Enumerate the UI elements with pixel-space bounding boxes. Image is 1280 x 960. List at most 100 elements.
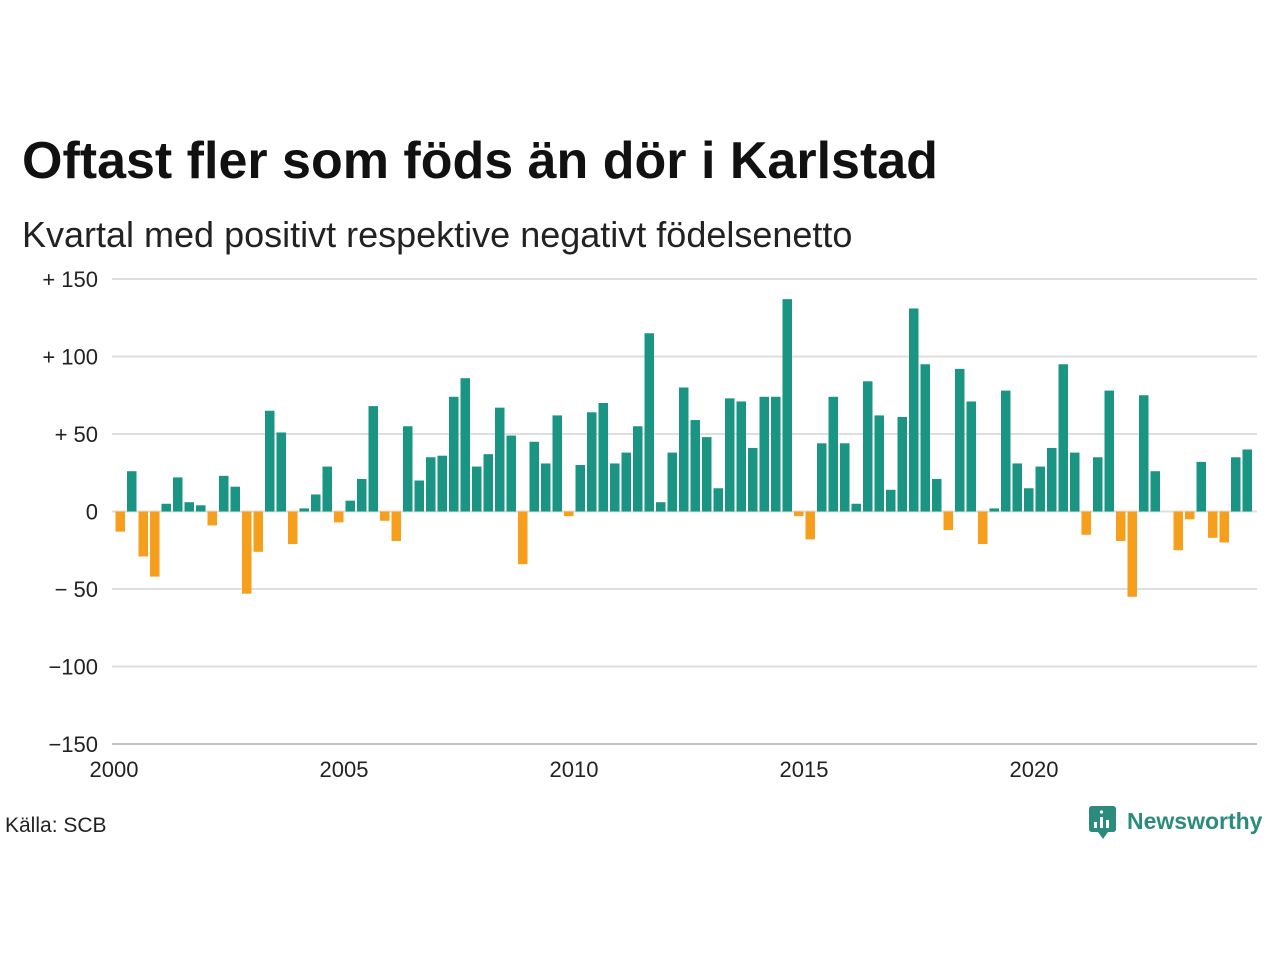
bar-2022Q3 xyxy=(1150,471,1160,512)
y-axis: + 150 + 100 + 50 0 − 50 −100 −150 xyxy=(42,267,98,757)
bar-2002Q1 xyxy=(207,511,217,526)
bar-2007Q3 xyxy=(460,378,470,512)
x-tick-label: 2020 xyxy=(1010,757,1059,782)
bar-2005Q3 xyxy=(368,406,378,512)
bar-2012Q3 xyxy=(690,420,700,512)
bar-2002Q4 xyxy=(242,511,252,594)
bar-2010Q2 xyxy=(587,412,597,512)
bar-2014Q2 xyxy=(771,396,781,512)
bar-2001Q1 xyxy=(161,503,171,512)
bar-2020Q2 xyxy=(1047,447,1057,512)
y-tick-label: − 50 xyxy=(55,577,98,602)
x-tick-label: 2010 xyxy=(550,757,599,782)
bar-2017Q4 xyxy=(932,478,942,512)
bar-2008Q4 xyxy=(518,511,528,565)
bar-2000Q3 xyxy=(138,511,148,557)
y-tick-label: + 150 xyxy=(42,267,98,292)
bar-2015Q4 xyxy=(840,443,850,512)
bar-2008Q2 xyxy=(495,407,505,512)
bar-2024Q3 xyxy=(1242,449,1252,512)
bar-2006Q1 xyxy=(391,511,401,541)
y-tick-label: + 100 xyxy=(42,345,98,370)
bar-2016Q3 xyxy=(874,415,884,512)
newsworthy-logo: Newsworthy xyxy=(1089,806,1263,839)
bar-2003Q1 xyxy=(253,511,263,552)
bar-2018Q2 xyxy=(955,368,965,512)
brand-name: Newsworthy xyxy=(1127,808,1263,834)
bar-2020Q4 xyxy=(1070,452,1080,512)
bar-2021Q1 xyxy=(1081,511,1091,535)
bars xyxy=(115,299,1252,597)
icon-dot xyxy=(1099,810,1104,814)
bar-2016Q2 xyxy=(863,381,873,512)
bar-2012Q2 xyxy=(679,387,689,512)
bar-2015Q3 xyxy=(828,396,838,512)
bar-2006Q4 xyxy=(426,457,436,512)
bar-2021Q3 xyxy=(1104,390,1114,512)
bar-2018Q4 xyxy=(978,511,988,545)
bar-2007Q2 xyxy=(449,396,459,512)
x-tick-label: 2005 xyxy=(320,757,369,782)
bar-2012Q1 xyxy=(667,452,677,512)
bar-2003Q4 xyxy=(288,511,298,545)
bar-2019Q2 xyxy=(1001,390,1011,512)
bar-2006Q3 xyxy=(414,480,424,512)
icon-bar xyxy=(1100,817,1103,828)
bar-2022Q2 xyxy=(1139,395,1149,512)
bar-2001Q4 xyxy=(196,505,206,512)
bar-2013Q2 xyxy=(725,398,735,512)
bar-2023Q2 xyxy=(1185,511,1195,520)
bar-2019Q4 xyxy=(1024,488,1034,512)
bar-2018Q1 xyxy=(943,511,953,531)
bar-2022Q1 xyxy=(1127,511,1137,597)
bar-2009Q2 xyxy=(541,463,551,512)
bar-2004Q4 xyxy=(334,511,344,523)
bar-2005Q2 xyxy=(357,478,367,512)
bar-2009Q1 xyxy=(529,441,539,512)
bar-2009Q3 xyxy=(552,415,562,512)
bar-2003Q2 xyxy=(265,410,275,512)
bar-2005Q4 xyxy=(380,511,390,521)
bar-2016Q4 xyxy=(886,489,896,512)
y-tick-label: −150 xyxy=(48,732,98,757)
x-tick-label: 2015 xyxy=(780,757,829,782)
bar-2019Q1 xyxy=(989,508,999,512)
bar-2005Q1 xyxy=(345,500,355,512)
bar-2015Q2 xyxy=(817,443,827,512)
bar-2016Q1 xyxy=(851,503,861,512)
bar-2024Q1 xyxy=(1219,511,1229,543)
bar-2013Q4 xyxy=(748,447,758,512)
icon-bar xyxy=(1094,822,1097,828)
bar-2021Q2 xyxy=(1093,457,1103,512)
bar-2004Q2 xyxy=(311,494,321,512)
bar-2011Q2 xyxy=(633,426,643,512)
bar-2011Q4 xyxy=(656,502,666,512)
bar-2011Q3 xyxy=(644,333,654,512)
bar-2017Q1 xyxy=(897,416,907,512)
bar-2011Q1 xyxy=(621,452,631,512)
bar-2018Q3 xyxy=(966,401,976,512)
source-note: Källa: SCB xyxy=(5,814,107,837)
chart-subtitle: Kvartal med positivt respektive negativt… xyxy=(22,214,852,255)
bar-2017Q2 xyxy=(909,308,919,512)
bar-2020Q3 xyxy=(1058,364,1068,512)
bar-2013Q1 xyxy=(713,488,723,512)
y-tick-label: 0 xyxy=(86,500,98,525)
y-tick-label: −100 xyxy=(48,655,98,680)
bar-2000Q1 xyxy=(115,511,125,532)
bar-2020Q1 xyxy=(1035,466,1045,512)
bar-2008Q3 xyxy=(506,435,516,512)
bar-2014Q1 xyxy=(759,396,769,512)
bar-2014Q3 xyxy=(782,299,792,512)
x-tick-label: 2000 xyxy=(90,757,139,782)
bar-2015Q1 xyxy=(805,511,815,540)
bar-2012Q4 xyxy=(702,437,712,512)
chart-title: Oftast fler som föds än dör i Karlstad xyxy=(22,132,938,190)
bar-2001Q3 xyxy=(184,502,194,512)
bar-2007Q1 xyxy=(437,455,447,512)
bar-2010Q4 xyxy=(610,463,620,512)
bar-2003Q3 xyxy=(276,432,286,512)
y-tick-label: + 50 xyxy=(55,422,98,447)
